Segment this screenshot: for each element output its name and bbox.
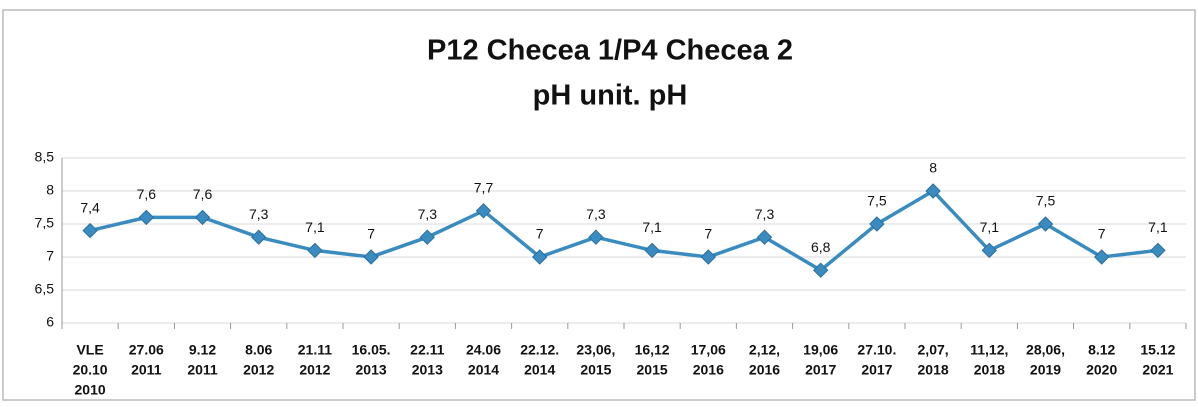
x-tick-label: 2018: [918, 362, 949, 378]
x-tick-label: 27.06: [129, 342, 164, 358]
y-tick-label: 6: [46, 314, 54, 330]
x-tick-label: 2012: [299, 362, 330, 378]
x-tick-label: VLE: [76, 342, 103, 358]
data-label: 7,3: [418, 206, 438, 222]
chart-subtitle: pH unit. pH: [533, 80, 688, 112]
data-point: [700, 249, 717, 265]
y-tick-label: 8,5: [35, 149, 55, 165]
x-tick-label: 16.05.: [352, 342, 391, 358]
x-tick-label: 2011: [131, 362, 162, 378]
data-label: 7,3: [586, 206, 606, 222]
x-tick-label: 2014: [468, 362, 499, 378]
data-point: [1037, 216, 1054, 232]
x-tick-label: 2013: [356, 362, 387, 378]
data-label: 7,3: [249, 206, 269, 222]
x-tick-label: 16,12: [635, 342, 670, 358]
x-tick-label: 2016: [749, 362, 780, 378]
x-tick-label: 20.10: [73, 362, 108, 378]
x-tick-label: 2015: [637, 362, 668, 378]
data-point: [82, 222, 98, 239]
data-label: 7: [536, 226, 544, 242]
data-point: [981, 242, 998, 259]
data-point: [419, 229, 436, 245]
data-point: [475, 203, 492, 219]
x-tick-label: 22.11: [410, 342, 444, 358]
data-label: 7,7: [474, 180, 494, 196]
data-point: [531, 249, 548, 265]
x-tick-label: 9.12: [189, 342, 216, 358]
x-tick-label: 22.12.: [520, 342, 559, 358]
data-label: 7: [704, 226, 712, 242]
x-tick-label: 2020: [1086, 362, 1117, 378]
data-point: [138, 209, 155, 226]
data-label: 7,1: [1148, 219, 1168, 235]
data-label: 7,3: [755, 206, 775, 222]
x-tick-label: 2018: [974, 362, 1005, 378]
data-point: [307, 242, 323, 259]
data-point: [1150, 242, 1166, 259]
data-point: [588, 229, 604, 245]
data-label: 8: [929, 160, 937, 176]
data-label: 7: [367, 226, 375, 242]
data-label: 7,1: [642, 219, 662, 235]
x-tick-label: 2017: [805, 362, 836, 378]
x-tick-label: 2021: [1142, 362, 1173, 378]
y-tick-label: 7: [46, 248, 54, 264]
x-tick-label: 2014: [524, 362, 555, 378]
data-label: 7,1: [980, 219, 1000, 235]
x-tick-label: 2016: [693, 362, 724, 378]
x-tick-label: 2019: [1030, 362, 1061, 378]
x-tick-label: 15.12: [1140, 342, 1175, 358]
x-tick-label: 2012: [243, 362, 274, 378]
x-tick-label: 8.12: [1088, 342, 1115, 358]
data-line: [89, 188, 1159, 273]
data-label: 7,1: [305, 219, 325, 235]
data-label: 7,6: [137, 186, 157, 202]
x-tick-label: 21.11: [298, 342, 332, 358]
x-tick-label: 27.10.: [857, 342, 896, 358]
data-point: [363, 249, 379, 265]
x-tick-label: 11,12,: [970, 342, 1008, 358]
data-point: [869, 216, 885, 232]
x-tick-label: 2015: [580, 362, 611, 378]
x-tick-label: 2,12,: [749, 342, 780, 358]
data-label: 6,8: [811, 239, 831, 255]
data-label: 7,5: [867, 193, 887, 209]
y-tick-label: 6,5: [35, 281, 55, 297]
x-tick-label: 2,07,: [918, 342, 949, 358]
chart-frame: [2, 9, 1196, 401]
x-tick-label: 8.06: [245, 342, 272, 358]
x-tick-label: 28,06,: [1026, 342, 1065, 358]
x-tick-label: 19,06: [803, 342, 838, 358]
data-point: [644, 242, 660, 259]
x-tick-label: 2017: [861, 362, 892, 378]
x-tick-label: 2010: [75, 382, 106, 398]
data-point: [194, 209, 211, 226]
chart-title: P12 Checea 1/P4 Checea 2: [427, 35, 793, 67]
x-tick-label: 2011: [187, 362, 218, 378]
x-tick-label: 23,06,: [576, 342, 615, 358]
data-label: 7: [1098, 226, 1106, 242]
data-point: [925, 183, 941, 199]
data-label: 7,6: [193, 186, 213, 202]
data-label: 7,5: [1036, 193, 1056, 209]
data-point: [250, 229, 267, 245]
data-point: [1093, 249, 1110, 265]
data-point: [812, 262, 829, 278]
y-tick-label: 7,5: [35, 215, 55, 231]
x-tick-label: 24.06: [466, 342, 501, 358]
data-label: 7,4: [80, 199, 100, 215]
y-tick-label: 8: [46, 182, 54, 198]
data-point: [756, 229, 773, 245]
x-tick-label: 17,06: [691, 342, 726, 358]
x-tick-label: 2013: [412, 362, 443, 378]
